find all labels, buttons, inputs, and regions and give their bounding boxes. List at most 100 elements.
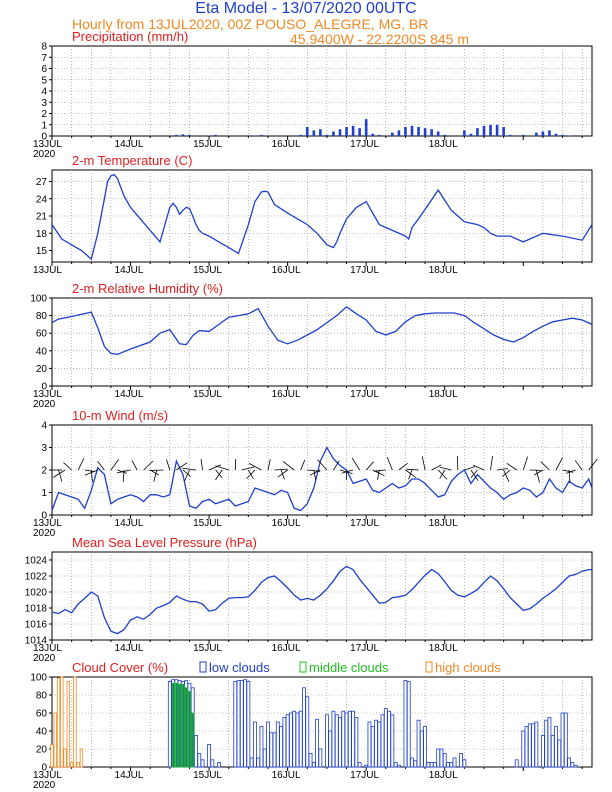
location-subtitle: Hourly from 13JUL2020, 00Z POUSO_ALEGRE,… <box>72 16 429 32</box>
cloud-bar-low-clouds <box>266 721 270 768</box>
y-tick-label: 4 <box>41 421 47 432</box>
cloud-bar-low-clouds <box>374 719 378 768</box>
cloud-bar-low-clouds <box>347 710 352 768</box>
wind-barb <box>149 469 164 471</box>
cloud-bar-low-clouds <box>459 753 463 768</box>
panel-title-2: 2-m Temperature (C) <box>72 153 192 168</box>
y-tick-label: 40 <box>36 346 48 357</box>
wind-barb <box>351 457 360 471</box>
cloud-bar-low-clouds <box>570 762 575 768</box>
cloud-bar-low-clouds <box>534 721 539 768</box>
cloud-bar-low-clouds <box>272 732 277 768</box>
precip-bar <box>175 134 178 136</box>
cloud-bar-low-clouds <box>249 757 254 768</box>
wind-barb <box>248 463 262 471</box>
cloud-bar-low-clouds <box>433 762 437 768</box>
wind-barb <box>503 469 510 483</box>
precip-bar <box>214 134 217 136</box>
cloud-bar-high-clouds <box>69 762 74 768</box>
wind-barb <box>184 469 190 482</box>
cloud-bar-low-clouds <box>246 681 251 768</box>
cloud-bar-low-clouds <box>393 762 398 768</box>
cloud-bar-low-clouds <box>275 721 280 768</box>
cloud-bar-low-clouds <box>331 710 336 768</box>
coordinates-label: 45.9400W - 22.2200S 845 m <box>290 31 470 47</box>
x-tick-label: 16JUL <box>272 518 301 529</box>
cloud-bar-low-clouds <box>397 764 401 768</box>
wind-barb <box>365 461 374 471</box>
wind-barb <box>472 464 485 471</box>
cloud-bar-low-clouds <box>446 762 450 768</box>
x-tick-label: 17JUL <box>350 770 379 781</box>
cloud-bar-low-clouds <box>403 680 408 768</box>
y-tick-label: 6 <box>41 64 47 75</box>
cloud-bar-low-clouds <box>370 726 375 768</box>
x-tick-label: 17JUL <box>350 389 379 400</box>
cloud-bar-high-clouds <box>53 712 57 768</box>
x-tick-label: 18JUL <box>429 643 458 654</box>
x-tick-label: 13JUL <box>33 518 62 529</box>
series-line-wind <box>51 446 593 512</box>
cloud-bar-low-clouds <box>377 721 382 768</box>
precip-bar <box>358 128 361 136</box>
cloud-bar-low-clouds <box>413 760 418 768</box>
cloud-bar-low-clouds <box>256 757 261 768</box>
wind-barb <box>200 459 203 471</box>
panel-title-1: Precipitation (mm/h) <box>72 29 188 44</box>
wind-barb <box>277 469 288 478</box>
precip-bar <box>521 134 525 136</box>
y-tick-label: 3 <box>41 98 47 109</box>
cloud-bar-low-clouds <box>544 719 549 768</box>
panel-title-3: 2-m Relative Humidity (%) <box>72 281 223 296</box>
cloud-bar-low-clouds <box>423 726 427 768</box>
precip-bar <box>207 135 211 136</box>
precip-bar <box>299 134 303 136</box>
wind-barb <box>490 456 493 471</box>
cloud-bar-low-clouds <box>364 764 369 768</box>
precip-bar <box>417 127 420 136</box>
y-tick-label: 1022 <box>25 572 48 583</box>
precip-bar <box>535 132 538 136</box>
x-tick-label: 13JUL <box>33 389 62 400</box>
cloud-bar-low-clouds <box>521 730 526 768</box>
panel-title-6: Cloud Cover (%) <box>72 660 168 675</box>
y-tick-label: 1024 <box>25 556 48 567</box>
precip-bar <box>397 130 401 136</box>
cloud-bar-low-clouds <box>439 748 444 768</box>
x-tick-label: 14JUL <box>115 265 144 276</box>
precip-bar <box>495 124 499 136</box>
wind-barb <box>267 459 271 471</box>
wind-barb <box>280 469 285 480</box>
precip-bar <box>476 128 479 136</box>
cloud-bar-low-clouds <box>426 762 431 768</box>
x-tick-label: 18JUL <box>429 265 458 276</box>
y-tick-label: 80 <box>36 311 48 322</box>
cloud-bar-high-clouds <box>63 748 67 768</box>
wind-barb <box>464 466 475 471</box>
wind-barb <box>182 467 197 471</box>
wind-barb <box>439 469 446 479</box>
precip-bar <box>508 134 512 136</box>
x-tick-label: 17JUL <box>350 518 379 529</box>
precip-bar <box>404 127 407 136</box>
precip-bar <box>436 131 440 136</box>
wind-barb <box>522 456 528 471</box>
precip-bar <box>181 134 185 136</box>
x-tick-label: 13JUL <box>33 139 62 150</box>
precip-bar <box>319 129 322 136</box>
wind-barb <box>63 462 72 471</box>
cloud-bar-low-clouds <box>367 721 372 768</box>
legend-swatch <box>199 661 207 673</box>
wind-barb <box>153 469 158 482</box>
cloud-bar-low-clouds <box>217 762 221 768</box>
cloud-bar-low-clouds <box>328 730 333 768</box>
cloud-bar-low-clouds <box>442 753 447 768</box>
cloud-bar-high-clouds <box>50 744 54 768</box>
x-tick-label: 16JUL <box>272 265 301 276</box>
cloud-bar-low-clouds <box>531 723 535 768</box>
legend-entry: middle clouds <box>309 660 389 675</box>
precip-bar <box>338 129 342 136</box>
y-tick-label: 0 <box>41 382 47 393</box>
precip-bar <box>410 125 414 136</box>
x-tick-label: 14JUL <box>115 389 144 400</box>
